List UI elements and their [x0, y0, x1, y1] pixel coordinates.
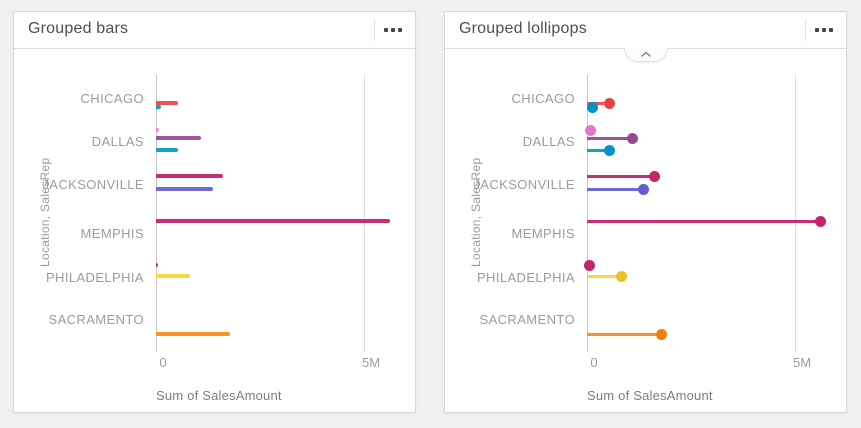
category-label: DALLAS [522, 134, 575, 149]
bar-indigo[interactable] [156, 187, 213, 191]
bar-yellow[interactable] [156, 274, 191, 278]
ellipsis-icon [384, 28, 388, 32]
ellipsis-icon [815, 28, 819, 32]
bar-orange[interactable] [156, 332, 231, 336]
lollipop-dot-magenta[interactable] [815, 215, 827, 227]
lollipop-dot-purple[interactable] [626, 132, 638, 144]
lollipop-dot-orange[interactable] [655, 328, 667, 340]
x-tick-0: 0 [590, 355, 598, 370]
header-divider [805, 19, 806, 41]
lollipop-dot-magenta[interactable] [648, 170, 660, 182]
bar-blue[interactable] [156, 105, 162, 109]
card-title: Grouped bars [28, 20, 129, 37]
card-grouped-bars: Grouped bars Location, SalesRep CHICAGO DA… [13, 11, 416, 413]
category-label: PHILADELPHIA [476, 270, 575, 285]
lollipop-dot-blue[interactable] [586, 101, 598, 113]
lollipop-stem-orange[interactable] [587, 332, 662, 336]
lollipop-stem-indigo[interactable] [587, 187, 644, 191]
y-axis-line [587, 75, 588, 352]
lollipop-stem-magenta[interactable] [587, 219, 821, 223]
category-label: DALLAS [91, 134, 144, 149]
lollipop-stem-purple[interactable] [587, 136, 633, 140]
lollipop-stem-yellow[interactable] [587, 274, 622, 278]
card-title: Grouped lollipops [459, 20, 587, 37]
lollipop-dot-red[interactable] [603, 97, 615, 109]
x-tick-5M: 5M [792, 355, 812, 370]
y-axis-title: Location, SalesRep [469, 157, 483, 267]
lollipop-dot-magenta[interactable] [583, 259, 595, 271]
y-axis-line [156, 75, 157, 352]
lollipop-dot-blue[interactable] [603, 144, 615, 156]
chevron-up-icon [640, 51, 651, 57]
card-grouped-lollipops: Grouped lollipops Location, SalesRep CHIC… [444, 11, 847, 413]
lollipop-stem-red[interactable] [587, 101, 610, 105]
gridline-5m [364, 75, 365, 352]
card-header: Grouped bars [14, 12, 415, 49]
x-axis-title: Sum of SalesAmount [587, 388, 713, 403]
category-label: MEMPHIS [80, 226, 144, 241]
x-tick-5M: 5M [361, 355, 381, 370]
lollipop-chart-area: Location, SalesRep CHICAGO DALLAS JACKSONVI… [445, 49, 846, 412]
category-label: PHILADELPHIA [45, 270, 144, 285]
bar-magenta[interactable] [156, 263, 159, 267]
category-label: CHICAGO [511, 91, 575, 106]
x-tick-0: 0 [159, 355, 167, 370]
bar-red[interactable] [156, 101, 179, 105]
lollipop-dot-yellow[interactable] [615, 270, 627, 282]
category-label: SACRAMENTO [479, 312, 575, 327]
category-label: JACKSONVILLE [473, 177, 575, 192]
bar-pink[interactable] [156, 128, 160, 132]
card-menu-button[interactable] [810, 18, 838, 42]
category-label: SACRAMENTO [48, 312, 144, 327]
x-axis-title: Sum of SalesAmount [156, 388, 282, 403]
card-header: Grouped lollipops [445, 12, 846, 49]
lollipop-dot-pink[interactable] [584, 124, 596, 136]
bar-magenta[interactable] [156, 219, 390, 223]
lollipop-dot-indigo[interactable] [638, 183, 650, 195]
bar-blue[interactable] [156, 148, 179, 152]
bar-purple[interactable] [156, 136, 202, 140]
header-divider [374, 19, 375, 41]
lollipop-stem-blue[interactable] [587, 148, 610, 152]
category-label: MEMPHIS [511, 226, 575, 241]
card-menu-button[interactable] [379, 18, 407, 42]
category-label: CHICAGO [80, 91, 144, 106]
y-axis-title: Location, SalesRep [38, 157, 52, 267]
lollipop-stem-magenta[interactable] [587, 174, 655, 178]
category-label: JACKSONVILLE [42, 177, 144, 192]
gridline-5m [795, 75, 796, 352]
bar-magenta[interactable] [156, 174, 224, 178]
bar-chart-area: Location, SalesRep CHICAGO DALLAS JACKSONVI… [14, 49, 415, 412]
